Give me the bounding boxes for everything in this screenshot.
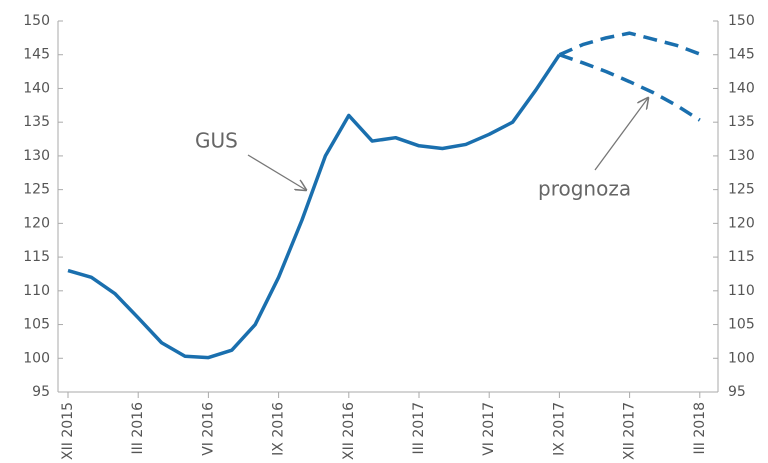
x-tick-label: III 2016 [130,402,146,455]
y-tick-label: 145 [23,47,50,63]
x-tick-label: VI 2016 [200,402,216,456]
y-tick-label: 150 [23,13,50,29]
x-tick-label: XII 2017 [622,402,638,460]
y-tick-label: 95 [32,384,50,400]
x-tick-label: XII 2016 [341,402,357,460]
y-tick-label: 100 [23,350,50,366]
y2-tick-label: 135 [728,114,755,130]
y-tick-label: 125 [23,182,50,198]
y2-tick-label: 120 [728,215,755,231]
series-line [558,31,701,57]
series-line [67,53,561,360]
x-tick-label: IX 2016 [271,402,287,456]
y2-tick-label: 95 [728,384,746,400]
x-tick-label: III 2018 [692,402,708,454]
y-tick-label: 110 [23,283,50,299]
y-tick-label: 135 [23,114,50,130]
arrow [594,98,648,171]
arrow [247,154,306,190]
y-tick-label: 115 [23,249,50,265]
y2-tick-label: 150 [728,13,755,29]
annotation: prognoza [538,177,631,201]
y2-tick-label: 105 [728,317,755,333]
y2-tick-label: 130 [728,148,755,164]
y2-tick-label: 145 [728,47,755,63]
x-tick-label: XII 2015 [60,402,76,460]
y-tick-label: 140 [23,80,50,96]
x-tick-label: IX 2017 [551,402,567,456]
y2-tick-label: 100 [728,350,755,366]
y2-tick-label: 125 [728,182,755,198]
x-tick-label: III 2017 [411,402,427,454]
y-tick-label: 130 [23,148,50,164]
y2-tick-label: 115 [728,249,755,265]
y2-tick-label: 140 [728,80,755,96]
y-tick-label: 120 [23,215,50,231]
annotation: GUS [195,129,238,153]
y2-tick-label: 110 [728,283,755,299]
series-line [558,53,701,122]
y-tick-label: 105 [23,317,50,333]
x-tick-label: VI 2017 [481,402,497,456]
